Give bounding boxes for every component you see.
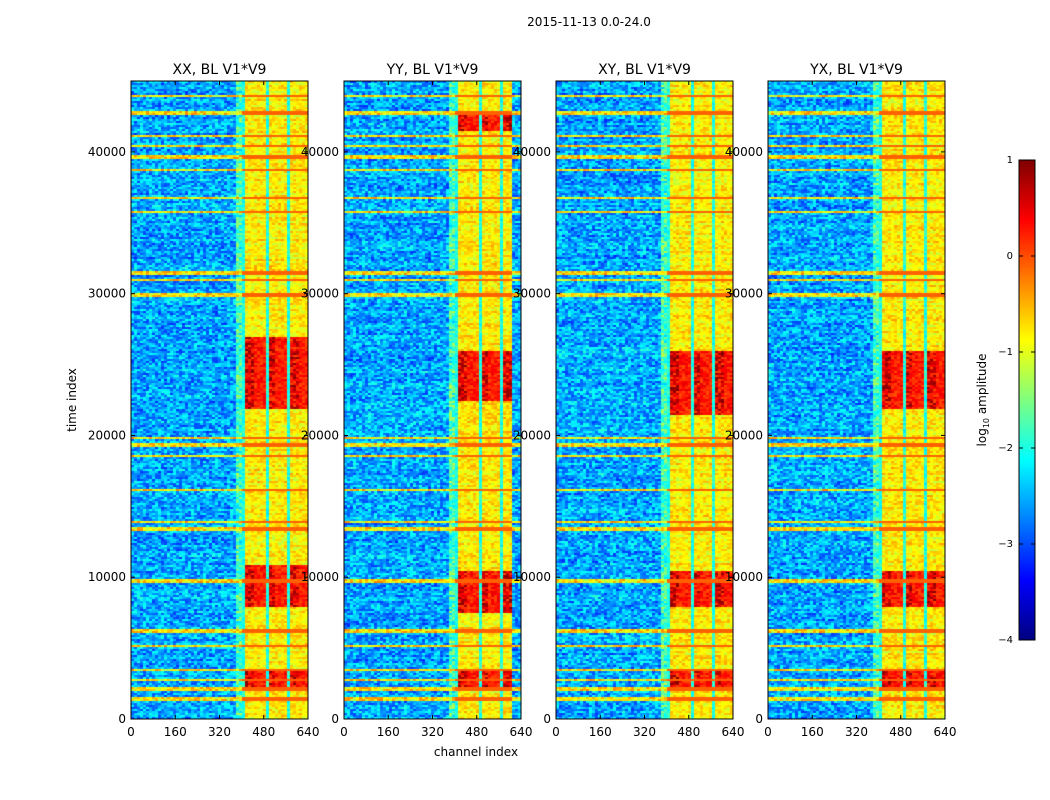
x-tick-label: 320 — [633, 725, 656, 739]
x-tick-label: 0 — [127, 725, 135, 739]
x-tick-label: 480 — [677, 725, 700, 739]
colorbar-tick-label: 1 — [1007, 155, 1013, 166]
x-tick-label: 320 — [845, 725, 868, 739]
x-tick-label: 480 — [889, 725, 912, 739]
x-tick-label: 640 — [722, 725, 745, 739]
y-tick-label: 0 — [118, 712, 126, 726]
y-tick-label: 30000 — [513, 287, 551, 301]
y-tick-label: 30000 — [301, 287, 339, 301]
panel-title: YX, BL V1*V9 — [809, 62, 903, 78]
panel-title: XX, BL V1*V9 — [173, 62, 267, 78]
colorbar: 1 0 −1 −2 −3 −4 log10 amplitude — [975, 155, 1036, 646]
panel-1: XX, BL V1*V9 0 160 320 480 640 0 10000 20000 3000… — [88, 62, 320, 739]
x-tick-label: 160 — [377, 725, 400, 739]
heatmap-image — [131, 81, 308, 719]
x-tick-label: 0 — [340, 725, 348, 739]
y-tick-label: 20000 — [725, 428, 763, 442]
y-tick-label: 40000 — [725, 145, 763, 159]
y-tick-label: 20000 — [301, 428, 339, 442]
x-tick-label: 320 — [421, 725, 444, 739]
y-tick-label: 30000 — [725, 287, 763, 301]
x-tick-label: 640 — [297, 725, 320, 739]
x-tick-label: 0 — [764, 725, 772, 739]
heatmap-image — [344, 81, 521, 719]
x-tick-label: 160 — [589, 725, 612, 739]
colorbar-tick-label: −2 — [998, 443, 1013, 454]
y-tick-label: 10000 — [513, 570, 551, 584]
x-tick-label: 160 — [164, 725, 187, 739]
x-tick-label: 640 — [510, 725, 533, 739]
y-tick-label: 10000 — [301, 570, 339, 584]
panel-3: XY, BL V1*V9 0 160 320 480 640 0 10000 20000 3000… — [513, 62, 745, 739]
y-tick-label: 0 — [755, 712, 763, 726]
panel-title: YY, BL V1*V9 — [386, 62, 479, 78]
colorbar-tick-label: 0 — [1007, 251, 1013, 262]
colorbar-tick-label: −1 — [998, 347, 1013, 358]
y-axis-label: time index — [65, 368, 79, 432]
x-tick-label: 320 — [208, 725, 231, 739]
colorbar-tick-label: −4 — [998, 635, 1013, 646]
y-tick-label: 20000 — [88, 428, 126, 442]
colorbar-tick-label: −3 — [998, 539, 1013, 550]
x-tick-label: 480 — [465, 725, 488, 739]
panel-2: YY, BL V1*V9 0 160 320 480 640 0 10000 20000 3000… — [301, 62, 533, 739]
colorbar-gradient — [1018, 159, 1036, 641]
x-tick-label: 160 — [801, 725, 824, 739]
colorbar-label: log10 amplitude — [975, 354, 991, 447]
x-tick-label: 640 — [934, 725, 957, 739]
y-tick-label: 30000 — [88, 287, 126, 301]
heatmap-panels: XX, BL V1*V9 0 160 320 480 640 0 10000 20000 3000… — [88, 62, 957, 739]
x-tick-label: 480 — [252, 725, 275, 739]
y-tick-label: 0 — [543, 712, 551, 726]
y-tick-label: 10000 — [725, 570, 763, 584]
x-tick-label: 0 — [552, 725, 560, 739]
y-tick-label: 40000 — [301, 145, 339, 159]
heatmap-image — [556, 81, 733, 719]
panel-title: XY, BL V1*V9 — [598, 62, 691, 78]
figure-suptitle: 2015-11-13 0.0-24.0 — [527, 15, 651, 29]
y-tick-label: 40000 — [88, 145, 126, 159]
panel-4: YX, BL V1*V9 0 160 320 480 640 0 10000 20000 3000… — [725, 62, 957, 739]
y-tick-label: 40000 — [513, 145, 551, 159]
y-tick-label: 20000 — [513, 428, 551, 442]
x-axis-label: channel index — [434, 745, 518, 759]
heatmap-image — [768, 81, 945, 719]
colorbar-ticks: 1 0 −1 −2 −3 −4 — [998, 155, 1035, 646]
y-tick-label: 10000 — [88, 570, 126, 584]
y-tick-label: 0 — [331, 712, 339, 726]
